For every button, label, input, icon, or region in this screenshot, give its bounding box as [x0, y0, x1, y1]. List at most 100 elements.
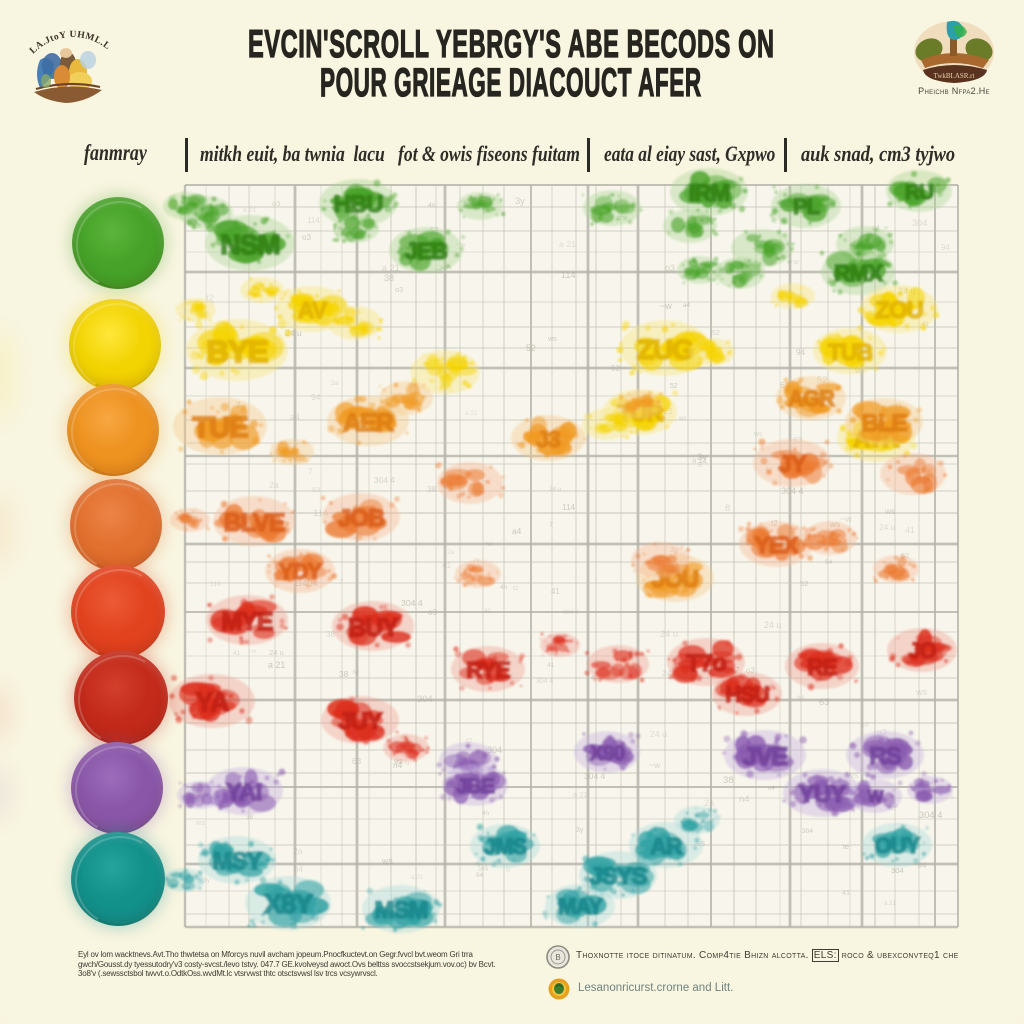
svg-text:24 u: 24 u [269, 648, 284, 657]
svg-text:YUY: YUY [799, 781, 846, 808]
svg-text:a 21: a 21 [573, 790, 588, 799]
svg-text:JBE: JBE [456, 775, 495, 798]
svg-text:a4: a4 [683, 302, 691, 309]
svg-text:YEX: YEX [754, 532, 799, 558]
svg-text:TUE: TUE [193, 412, 249, 444]
svg-text:8: 8 [725, 502, 730, 513]
svg-text:304 4: 304 4 [536, 678, 553, 685]
svg-text:AGR: AGR [788, 386, 835, 411]
svg-text:94: 94 [311, 392, 321, 402]
svg-text:X90: X90 [590, 742, 625, 765]
svg-text:o3: o3 [395, 285, 403, 294]
svg-text:a4: a4 [512, 526, 522, 536]
svg-text:304 4: 304 4 [374, 475, 395, 485]
svg-text:MSY: MSY [212, 848, 262, 875]
svg-text:38: 38 [326, 630, 336, 639]
svg-text:B: B [555, 953, 560, 962]
svg-text:a 21: a 21 [382, 263, 400, 273]
svg-text:JUY: JUY [338, 708, 383, 735]
svg-text:24 u: 24 u [285, 328, 302, 338]
svg-text:3y: 3y [697, 452, 707, 462]
svg-text:304 4: 304 4 [919, 809, 942, 820]
svg-text:~w: ~w [649, 760, 661, 770]
svg-text:T7o: T7o [686, 650, 726, 677]
svg-text:YA: YA [195, 687, 229, 717]
svg-text:24 u: 24 u [660, 629, 678, 639]
svg-text:o3: o3 [665, 263, 675, 273]
svg-text:RMX: RMX [834, 260, 884, 286]
svg-text:o3: o3 [746, 666, 755, 675]
svg-text:n4: n4 [739, 794, 750, 805]
svg-text:94: 94 [476, 872, 484, 879]
svg-text:JOB: JOB [338, 505, 385, 532]
svg-text:ZUG: ZUG [637, 334, 693, 365]
svg-text:24 u: 24 u [662, 668, 679, 678]
svg-text:a 21: a 21 [243, 207, 256, 214]
svg-text:41: 41 [233, 650, 240, 657]
svg-text:TUB: TUB [828, 339, 873, 365]
svg-text:2a: 2a [293, 846, 303, 856]
svg-text:o3: o3 [272, 199, 280, 208]
svg-text:JSYS: JSYS [589, 863, 647, 890]
svg-text:~w: ~w [789, 257, 799, 266]
svg-text:304 4: 304 4 [781, 486, 804, 496]
svg-text:BLE: BLE [862, 410, 908, 437]
svg-text:J3: J3 [536, 426, 560, 452]
svg-text:41: 41 [905, 525, 915, 535]
svg-text:63: 63 [861, 722, 869, 729]
svg-text:t2: t2 [513, 585, 519, 592]
svg-text:MYE: MYE [221, 608, 273, 636]
svg-text:94: 94 [478, 862, 488, 873]
svg-text:YA!: YA! [226, 779, 262, 806]
svg-text:MSM: MSM [375, 897, 428, 924]
svg-text:41: 41 [442, 560, 452, 570]
svg-text:n4: n4 [294, 865, 303, 874]
svg-text:AER: AER [343, 409, 394, 437]
svg-text:ws: ws [381, 856, 393, 866]
svg-text:63: 63 [312, 485, 320, 494]
svg-text:t2: t2 [466, 736, 472, 745]
svg-text:ws: ws [393, 758, 403, 765]
svg-text:HSU: HSU [725, 682, 769, 707]
svg-text:2a: 2a [331, 380, 339, 387]
svg-text:BYE: BYE [207, 334, 268, 369]
svg-text:38: 38 [246, 814, 254, 821]
svg-text:304: 304 [891, 866, 904, 875]
svg-text:114: 114 [210, 581, 221, 588]
svg-text:24 u: 24 u [395, 758, 409, 767]
svg-text:~w: ~w [660, 301, 672, 311]
svg-text:a 21: a 21 [559, 239, 576, 249]
svg-text:114: 114 [562, 503, 575, 512]
svg-text:RYE: RYE [466, 657, 510, 683]
svg-text:BUY: BUY [348, 614, 399, 642]
svg-text:~w: ~w [248, 648, 257, 655]
svg-text:41: 41 [842, 888, 850, 897]
svg-text:2a: 2a [269, 480, 279, 490]
svg-text:7: 7 [339, 577, 343, 586]
svg-text:o3: o3 [302, 233, 312, 242]
svg-text:RS: RS [869, 743, 901, 770]
svg-text:38: 38 [427, 484, 437, 494]
svg-text:~w: ~w [483, 539, 493, 548]
svg-text:7: 7 [308, 466, 313, 476]
svg-text:RU: RU [905, 181, 933, 204]
svg-text:ws: ws [915, 687, 927, 697]
svg-text:24 u: 24 u [879, 522, 896, 532]
svg-text:24 u: 24 u [764, 620, 781, 630]
svg-text:AV: AV [298, 297, 328, 323]
svg-text:94: 94 [941, 243, 950, 252]
svg-text:304 4: 304 4 [584, 771, 606, 781]
svg-text:3y: 3y [576, 827, 584, 834]
svg-text:3y: 3y [203, 877, 211, 884]
svg-text:ws: ws [846, 769, 859, 780]
svg-text:114: 114 [561, 270, 576, 280]
svg-text:a 21: a 21 [692, 456, 707, 465]
svg-text:IRM: IRM [689, 180, 730, 207]
svg-text:a 21: a 21 [268, 660, 285, 670]
svg-text:a 21: a 21 [465, 410, 478, 417]
svg-text:52: 52 [670, 383, 678, 390]
svg-text:ws: ws [753, 431, 763, 438]
svg-text:ws: ws [678, 415, 686, 422]
svg-text:n4: n4 [393, 760, 403, 770]
svg-text:94: 94 [796, 348, 806, 357]
